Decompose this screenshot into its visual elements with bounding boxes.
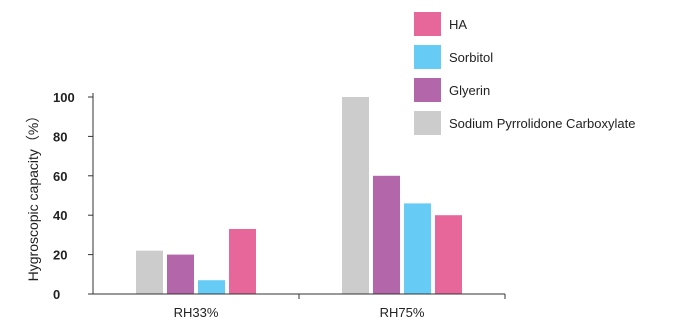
- bar-ha-rh33: [229, 228, 256, 294]
- legend-label: Glyerin: [449, 83, 490, 98]
- axes: [92, 93, 506, 299]
- bar-glyerin-rh75: [373, 175, 400, 294]
- y-axis-ticks: 0 20 40 60 80 100: [53, 90, 93, 302]
- x-axis-labels: RH33% RH75%: [174, 305, 425, 320]
- bar-sodium-pyrrolidone-carboxylate-rh33: [136, 250, 163, 294]
- bar-sodium-pyrrolidone-carboxylate-rh75: [342, 97, 369, 294]
- y-tick-label: 100: [53, 90, 75, 105]
- bars: [136, 97, 462, 294]
- legend-label: Sodium Pyrrolidone Carboxylate: [449, 116, 635, 131]
- legend-label: HA: [449, 17, 467, 32]
- y-tick-label: 40: [53, 208, 67, 223]
- y-tick-label: 80: [53, 129, 67, 144]
- legend-swatch: [414, 45, 441, 69]
- y-tick-label: 0: [53, 287, 60, 302]
- bar-sorbitol-rh33: [198, 280, 225, 294]
- legend: HA Sorbitol Glyerin Sodium Pyrrolidone Carb…: [414, 12, 635, 135]
- legend-swatch: [414, 12, 441, 36]
- bar-sorbitol-rh75: [404, 203, 431, 294]
- x-tick-label: RH33%: [174, 305, 219, 320]
- bar-ha-rh75: [435, 215, 462, 294]
- y-tick-label: 20: [53, 248, 67, 263]
- y-axis-title: Hygroscopic capacity（%）: [25, 109, 41, 282]
- y-tick-label: 60: [53, 169, 67, 184]
- legend-label: Sorbitol: [449, 50, 493, 65]
- legend-swatch: [414, 78, 441, 102]
- legend-swatch: [414, 111, 441, 135]
- x-tick-label: RH75%: [380, 305, 425, 320]
- bar-glyerin-rh33: [167, 254, 194, 294]
